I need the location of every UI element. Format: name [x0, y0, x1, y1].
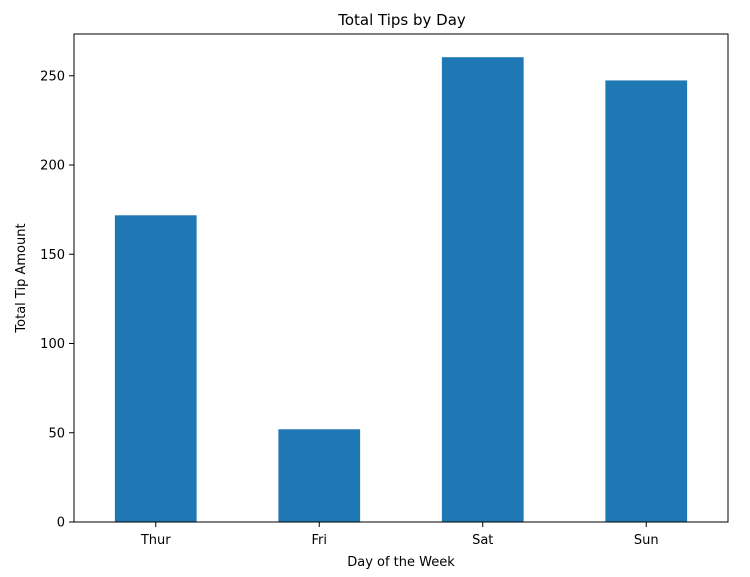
- x-tick-label: Sat: [472, 533, 493, 548]
- x-axis-label: Day of the Week: [347, 555, 455, 570]
- y-tick-label: 150: [40, 248, 65, 263]
- plot-area: 0 50 100 150 200 250 Thur Fri Sat Sun: [40, 33, 729, 548]
- bar-sun: [605, 80, 688, 523]
- x-tick-label: Sun: [634, 533, 659, 548]
- bar-thur: [114, 215, 197, 523]
- y-tick-label: 250: [40, 69, 65, 84]
- y-tick-label: 0: [57, 516, 65, 531]
- bar-sat: [441, 57, 524, 522]
- bar-fri: [278, 429, 361, 522]
- y-tick-label: 200: [40, 159, 65, 174]
- y-tick-label: 50: [48, 426, 65, 441]
- chart-title: Total Tips by Day: [337, 11, 466, 29]
- y-tick-label: 100: [40, 337, 65, 352]
- plot-frame: [73, 33, 729, 523]
- y-axis-label: Total Tip Amount: [14, 223, 29, 333]
- x-tick-label: Thur: [140, 533, 171, 548]
- x-tick-label: Fri: [312, 533, 328, 548]
